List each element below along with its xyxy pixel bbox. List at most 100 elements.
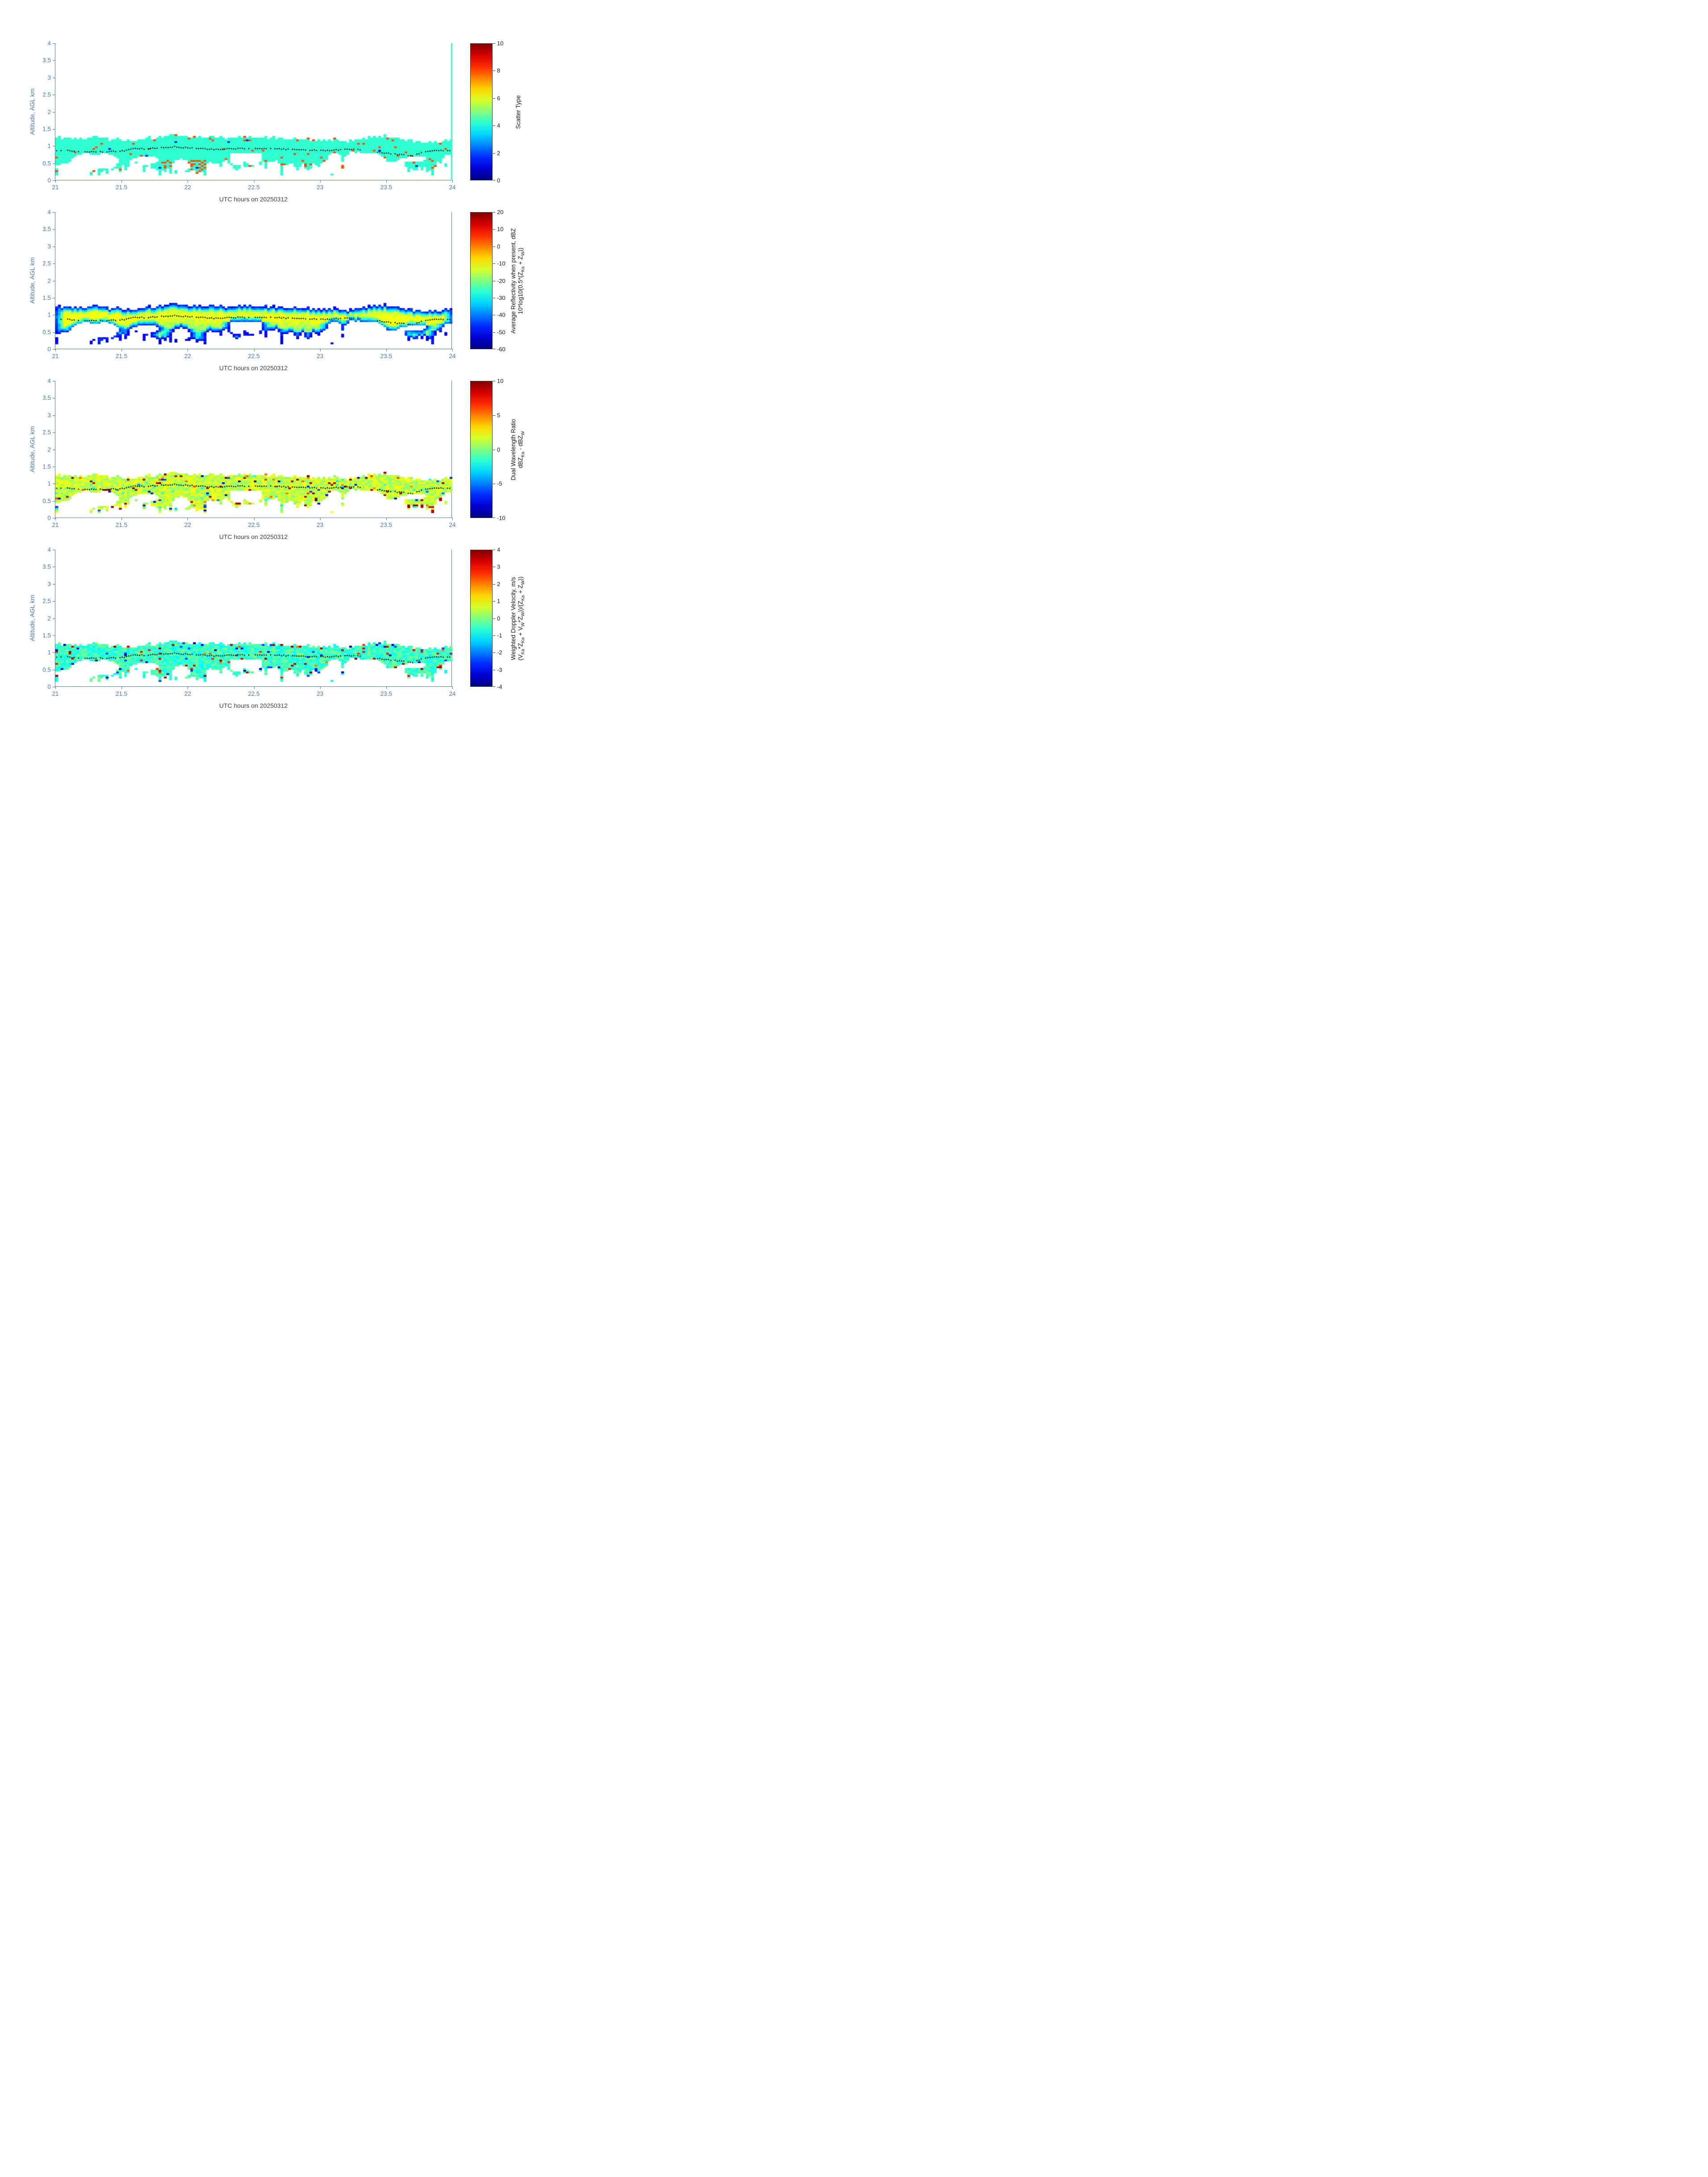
- x-tick: [386, 686, 387, 689]
- colorbar-tick: [493, 43, 495, 44]
- plot-area-weighted-doppler-velocity: 21 21.5 22 22.5 23 23.5 24 0 0.5 1 1.5 2 2.5 3 3.5 4: [42, 547, 455, 698]
- x-tick-label: 21.5: [116, 353, 128, 359]
- y-tick-label: 3: [47, 581, 51, 588]
- y-tick-label: 0: [47, 177, 51, 184]
- colorbar-tick: [493, 125, 495, 126]
- y-tick-label: 0: [47, 346, 51, 353]
- y-tick: [53, 129, 55, 130]
- x-tick-label: 21.5: [116, 522, 128, 528]
- y-tick: [53, 601, 55, 602]
- colorbar-tick: [493, 601, 495, 602]
- colorbar-tick-label: -50: [497, 329, 505, 336]
- y-tick-label: 0.5: [42, 666, 51, 673]
- x-axis-label: UTC hours on 20250312: [219, 533, 288, 540]
- y-tick: [53, 652, 55, 653]
- y-tick-label: 3.5: [42, 226, 51, 233]
- x-tick-label: 24: [449, 184, 456, 191]
- x-tick: [320, 518, 321, 520]
- x-tick: [55, 180, 56, 183]
- y-tick: [53, 415, 55, 416]
- y-tick-label: 3.5: [42, 394, 51, 401]
- colorbar-label-line1: Weighted Doppler Velocity, m/s: [510, 577, 517, 660]
- x-tick-label: 24: [449, 353, 456, 359]
- x-tick-label: 21: [52, 522, 59, 528]
- colorbar-label-line1: Dual Wavelength Ratio: [510, 418, 517, 481]
- y-tick-label: 1: [47, 311, 51, 318]
- x-tick-label: 21: [52, 184, 59, 191]
- x-tick: [121, 180, 122, 183]
- colorbar-gradient: [470, 212, 493, 349]
- colorbar-label: Dual Wavelength Ratio dBZKa - dBZW: [510, 419, 527, 481]
- y-tick: [53, 163, 55, 164]
- colorbar-tick-label: -3: [497, 666, 502, 673]
- x-tick: [386, 349, 387, 351]
- y-tick: [53, 432, 55, 433]
- x-tick-label: 22: [184, 353, 191, 359]
- x-tick: [55, 518, 56, 520]
- y-tick-label: 4: [47, 209, 51, 216]
- y-tick: [53, 212, 55, 213]
- colorbar-tick: [493, 212, 495, 213]
- colorbar-tick-label: -30: [497, 294, 505, 301]
- x-tick-label: 22.5: [248, 353, 260, 359]
- y-tick-label: 0.5: [42, 160, 51, 167]
- colorbar-weighted-doppler-velocity: -4 -3 -2 -1 0 1 2 3 4 Weighted Doppler Velocity,…: [470, 547, 569, 690]
- colorbar-gradient: [470, 43, 493, 180]
- colorbar-label: Weighted Doppler Velocity, m/s (VKa*ZKa …: [510, 576, 527, 660]
- colorbar-tick-label: -40: [497, 311, 505, 318]
- y-tick-label: 0: [47, 514, 51, 522]
- x-tick: [320, 180, 321, 183]
- panel-average-reflectivity: Altitude, AGL km 21 21.5 22 22.5 23 23.5 24 0 0.…: [0, 209, 569, 381]
- y-tick-label: 1: [47, 142, 51, 150]
- x-tick-label: 22.5: [248, 690, 260, 697]
- y-axis-label: Altitude, AGL km: [29, 426, 36, 472]
- x-tick: [55, 686, 56, 689]
- colorbar-tick: [493, 229, 495, 230]
- colorbar-scatter-type: 0 2 4 6 8 10 Scatter Type: [470, 40, 569, 184]
- colorbar-gradient: [470, 381, 493, 518]
- y-tick-label: 3: [47, 74, 51, 81]
- y-tick-label: 0: [47, 683, 51, 690]
- y-tick-label: 2: [47, 615, 51, 622]
- x-tick-label: 22: [184, 522, 191, 528]
- x-tick: [254, 180, 255, 183]
- y-tick-label: 1.5: [42, 125, 51, 133]
- colorbar-tick-label: -5: [497, 480, 502, 487]
- y-tick-label: 3: [47, 243, 51, 250]
- y-tick: [53, 635, 55, 636]
- panel-weighted-doppler-velocity: Altitude, AGL km 21 21.5 22 22.5 23 23.5 24 0 0.…: [0, 547, 569, 719]
- colorbar-label: Average Reflectivity when present, dBZ 1…: [510, 228, 527, 333]
- y-tick: [53, 349, 55, 350]
- x-tick: [121, 686, 122, 689]
- figure-page: Altitude, AGL km 21 21.5 22 22.5 23 23.5 24 0 0.…: [0, 0, 569, 726]
- colorbar-tick-label: 0: [497, 615, 501, 622]
- x-tick-label: 23: [317, 690, 324, 697]
- y-tick-label: 2: [47, 277, 51, 284]
- colorbar-tick: [493, 263, 495, 264]
- x-tick-label: 21: [52, 690, 59, 697]
- colorbar-tick-label: -10: [497, 260, 505, 267]
- colorbar-label-line2: dBZKa - dBZW: [517, 430, 526, 468]
- x-axis-label: UTC hours on 20250312: [219, 702, 288, 709]
- x-tick: [55, 349, 56, 351]
- y-tick-label: 2.5: [42, 429, 51, 436]
- x-tick: [121, 349, 122, 351]
- colorbar-tick-label: -1: [497, 632, 502, 639]
- y-tick-label: 2.5: [42, 91, 51, 98]
- plot-area-dual-wavelength-ratio: 21 21.5 22 22.5 23 23.5 24 0 0.5 1 1.5 2 2.5 3 3.5 4: [42, 378, 455, 529]
- x-tick: [254, 686, 255, 689]
- x-tick: [386, 180, 387, 183]
- y-tick-label: 4: [47, 377, 51, 384]
- colorbar-tick-label: -2: [497, 649, 502, 656]
- x-tick-label: 23.5: [380, 522, 392, 528]
- colorbar-tick-label: 1: [497, 598, 501, 605]
- y-tick-label: 3.5: [42, 563, 51, 570]
- y-tick: [53, 112, 55, 113]
- colorbar-tick: [493, 584, 495, 585]
- y-tick-label: 0.5: [42, 329, 51, 336]
- colorbar-gradient: [470, 550, 493, 687]
- y-tick: [53, 332, 55, 333]
- y-tick-label: 2.5: [42, 598, 51, 605]
- colorbar-tick: [493, 98, 495, 99]
- x-axis-label: UTC hours on 20250312: [219, 196, 288, 203]
